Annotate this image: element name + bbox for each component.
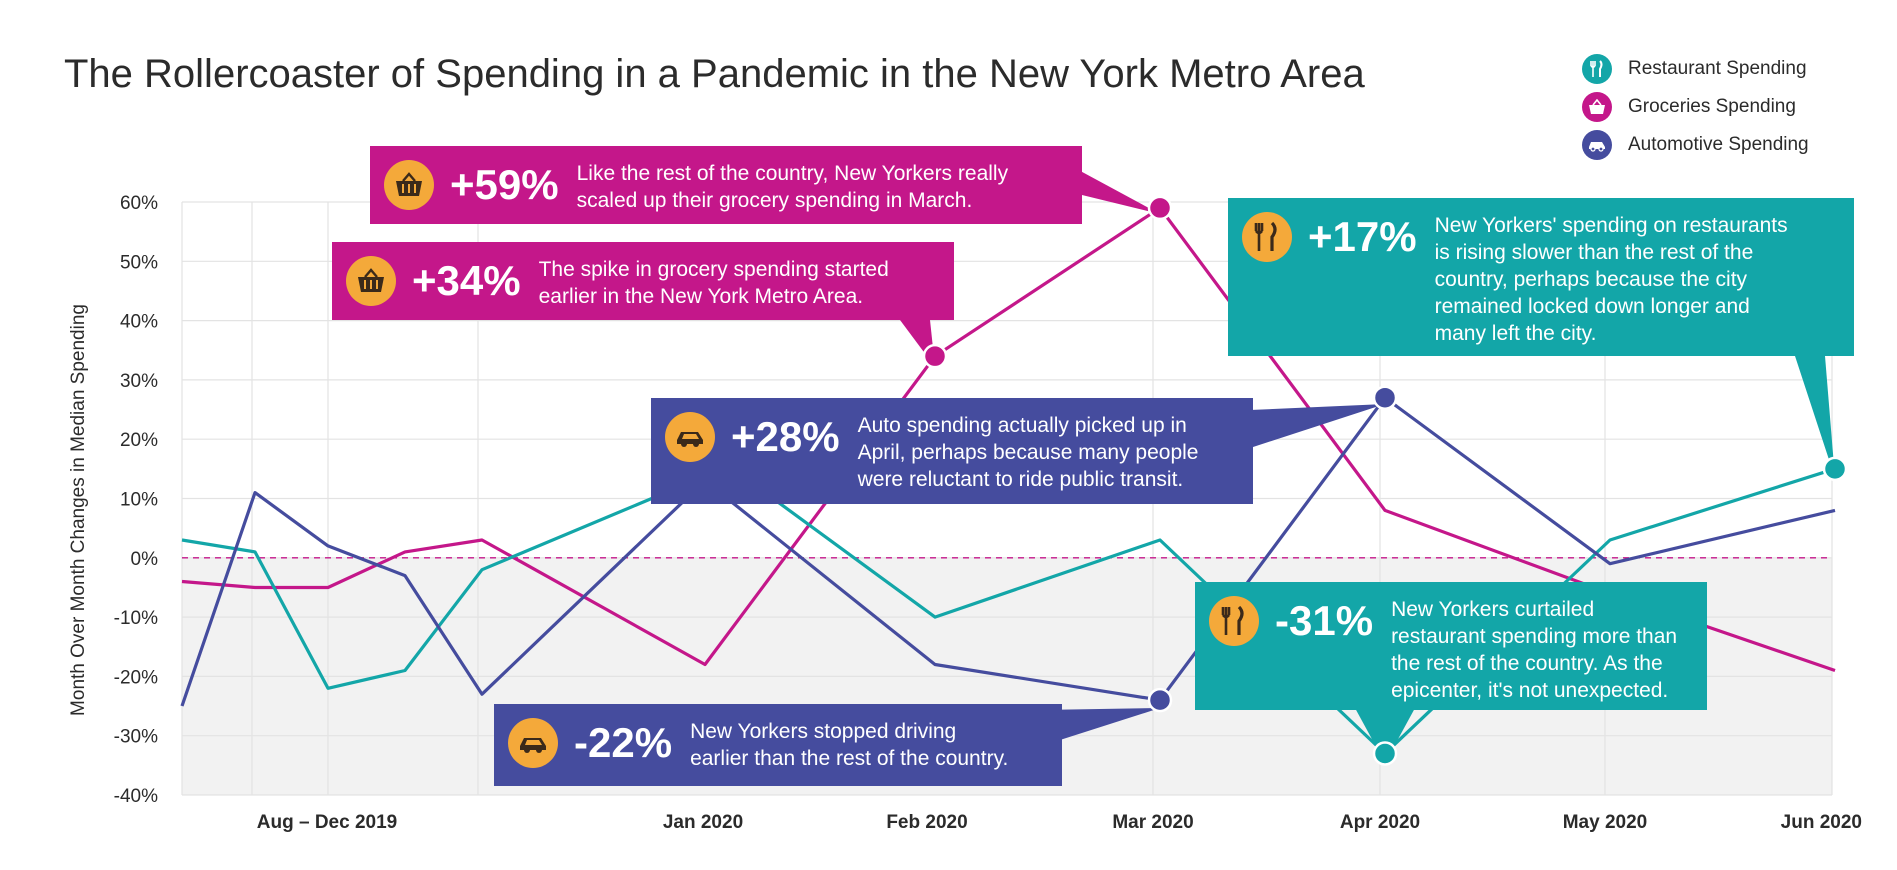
chart-title: The Rollercoaster of Spending in a Pande… [64, 52, 1365, 96]
callout-line: New Yorkers' spending on restaurants [1434, 214, 1788, 237]
callout-line: many left the city. [1434, 322, 1597, 345]
highlight-marker [1372, 385, 1398, 410]
callout-text: Auto spending actually picked up in Apri… [858, 412, 1199, 493]
callout-text: New Yorkers' spending on restaurants is … [1435, 212, 1788, 347]
callout-pointer [1355, 708, 1415, 763]
callout-text: New Yorkers stopped driving earlier than… [690, 718, 1008, 772]
y-tick-label: -30% [114, 727, 158, 748]
callout-line: April, perhaps because many people [857, 441, 1199, 464]
x-axis-ticks: Aug – Dec 2019 Jan 2020 Feb 2020 Mar 2020 Ap… [257, 812, 1862, 833]
car-icon [1582, 130, 1612, 160]
callout-line: epicenter, it's not unexpected. [1391, 679, 1669, 702]
callout-pointer [1060, 160, 1160, 214]
callout-line: earlier than the rest of the country. [690, 747, 1009, 770]
callout-line: is rising slower than the rest of the [1434, 241, 1754, 264]
callout-value: +28% [731, 413, 840, 460]
legend-item-restaurant: Restaurant Spending [1582, 50, 1809, 88]
x-tick-label: Jun 2020 [1781, 812, 1862, 833]
highlight-marker [1372, 741, 1398, 766]
callout-text: New Yorkers curtailed restaurant spendin… [1391, 596, 1677, 704]
basket-icon [346, 256, 396, 306]
x-tick-label: Jan 2020 [663, 812, 743, 833]
y-tick-label: 20% [120, 430, 158, 451]
x-tick-label: Feb 2020 [886, 812, 967, 833]
callout-value: +59% [450, 161, 559, 208]
y-tick-label: 60% [120, 193, 158, 214]
y-axis-ticks: 60% 50% 40% 30% 20% 10% 0% -10% -20% -30% -40% [114, 193, 158, 807]
car-icon [508, 718, 558, 768]
x-tick-label: Aug – Dec 2019 [257, 812, 397, 833]
highlight-markers [922, 195, 1848, 766]
callout-pointer [1040, 708, 1160, 740]
fork-knife-icon [1582, 54, 1612, 84]
legend-item-automotive: Automotive Spending [1582, 126, 1809, 164]
callout-line: restaurant spending more than [1391, 625, 1678, 648]
legend: Restaurant Spending Groceries Spending A… [1582, 50, 1809, 164]
highlight-marker [1147, 687, 1173, 713]
fork-knife-icon [1242, 212, 1292, 262]
x-tick-label: Mar 2020 [1112, 812, 1193, 833]
callout-line: Like the rest of the country, New Yorker… [576, 162, 1009, 185]
highlight-marker [1822, 456, 1848, 482]
y-tick-label: -40% [114, 786, 158, 807]
callout-value: +17% [1308, 213, 1417, 260]
callout-text: The spike in grocery spending started ea… [539, 256, 889, 310]
callout-text: Like the rest of the country, New Yorker… [577, 160, 1008, 214]
callout-line: country, perhaps because the city [1434, 268, 1748, 291]
callout-line: were reluctant to ride public transit. [857, 468, 1184, 491]
y-tick-label: 10% [120, 490, 158, 511]
callout-automotive-22: -22% New Yorkers stopped driving earlier… [494, 704, 1062, 786]
highlight-marker [1147, 195, 1173, 221]
y-tick-label: -20% [114, 667, 158, 688]
fork-knife-icon [1209, 596, 1259, 646]
car-icon [665, 412, 715, 462]
x-tick-label: May 2020 [1563, 812, 1648, 833]
callout-pointer [1250, 404, 1385, 448]
callout-groceries-34: +34% The spike in grocery spending start… [332, 242, 954, 320]
highlight-marker [922, 343, 948, 369]
y-tick-label: 30% [120, 371, 158, 392]
series-line-groceries [181, 206, 1836, 673]
callout-value: -31% [1275, 597, 1374, 644]
callout-line: remained locked down longer and [1434, 295, 1750, 318]
basket-icon [384, 160, 434, 210]
y-tick-label: -10% [114, 608, 158, 629]
y-tick-label: 0% [131, 549, 159, 570]
legend-label-restaurant: Restaurant Spending [1628, 58, 1807, 79]
legend-item-groceries: Groceries Spending [1582, 88, 1809, 126]
callout-line: New Yorkers stopped driving [690, 720, 957, 743]
callout-value: -22% [574, 719, 673, 766]
legend-label-automotive: Automotive Spending [1628, 134, 1809, 155]
callout-pointer [1795, 356, 1835, 478]
callout-value: +34% [412, 257, 521, 304]
legend-label-groceries: Groceries Spending [1628, 96, 1796, 117]
callout-line: the rest of the country. As the [1391, 652, 1663, 675]
x-tick-label: Apr 2020 [1340, 812, 1420, 833]
y-tick-label: 40% [120, 312, 158, 333]
y-tick-label: 50% [120, 252, 158, 273]
callout-restaurant-17: +17% New Yorkers' spending on restaurant… [1228, 198, 1854, 356]
callout-groceries-59: +59% Like the rest of the country, New Y… [370, 146, 1082, 224]
callout-line: The spike in grocery spending started [538, 258, 889, 281]
callout-restaurant-31: -31% New Yorkers curtailed restaurant sp… [1195, 582, 1707, 710]
callout-automotive-28: +28% Auto spending actually picked up in… [651, 398, 1253, 504]
callout-line: New Yorkers curtailed [1391, 598, 1595, 621]
callout-line: earlier in the New York Metro Area. [538, 285, 864, 308]
callout-pointers [900, 160, 1835, 763]
basket-icon [1582, 92, 1612, 122]
callout-line: Auto spending actually picked up in [857, 414, 1187, 437]
callout-line: scaled up their grocery spending in Marc… [576, 189, 973, 212]
y-axis-label: Month Over Month Changes in Median Spend… [68, 304, 89, 716]
